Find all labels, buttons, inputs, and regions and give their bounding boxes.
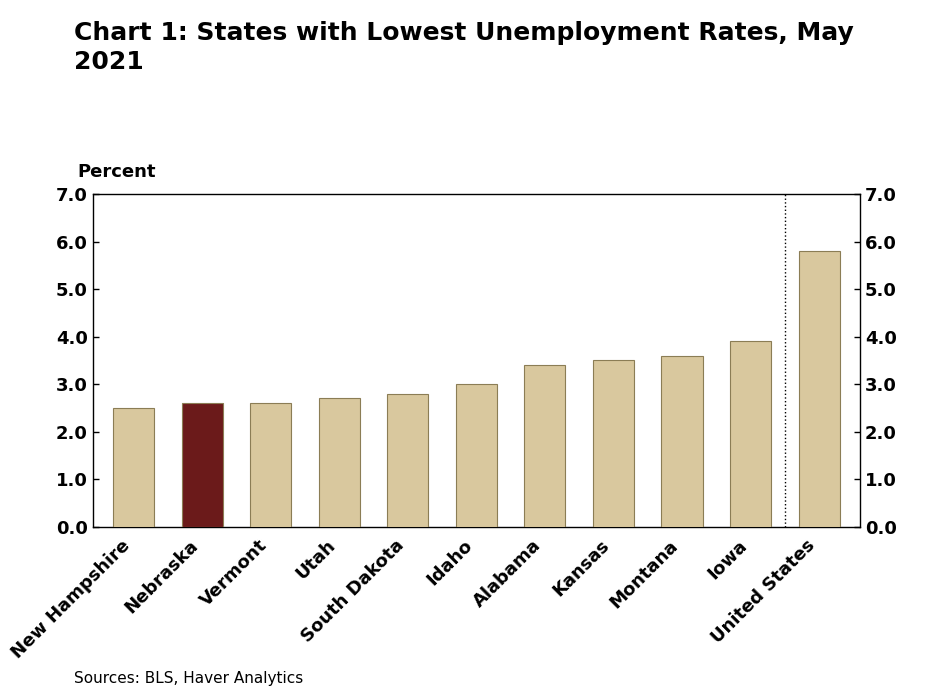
Bar (113, 408, 154, 527)
Bar (456, 384, 497, 527)
Text: Percent: Percent (77, 163, 155, 181)
Bar (661, 356, 703, 527)
Text: Chart 1: States with Lowest Unemployment Rates, May
2021: Chart 1: States with Lowest Unemployment… (74, 21, 854, 74)
Bar (524, 365, 565, 527)
Bar (730, 342, 771, 527)
Bar (593, 360, 634, 527)
Bar (250, 403, 291, 527)
Bar (798, 251, 840, 527)
Bar (319, 398, 360, 527)
Text: Sources: BLS, Haver Analytics: Sources: BLS, Haver Analytics (74, 671, 303, 686)
Bar (181, 403, 223, 527)
Bar (388, 394, 428, 527)
